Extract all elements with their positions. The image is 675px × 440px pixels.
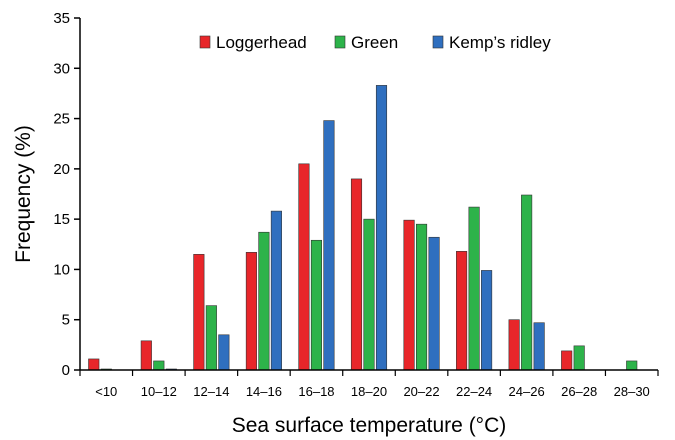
bar-green-7 bbox=[468, 206, 480, 371]
bar-kemp-s-ridley-3 bbox=[270, 210, 282, 371]
x-ticks-group: <10 10–12 12–14 14–16 16–18 18–20 20–22 22–24 24… bbox=[79, 370, 659, 399]
bar-green-9 bbox=[573, 345, 585, 371]
bar-kemp-s-ridley-6 bbox=[428, 236, 440, 371]
bar-kemp-s-ridley-5 bbox=[375, 85, 388, 371]
bar-kemp-s-ridley-7 bbox=[481, 270, 493, 371]
legend-label-green: Green bbox=[351, 33, 398, 52]
bar-green-4 bbox=[310, 239, 323, 371]
bar-loggerhead-0 bbox=[88, 358, 100, 371]
axes-group bbox=[79, 18, 658, 371]
y-tick-label: 35 bbox=[53, 10, 70, 27]
legend-swatch-loggerhead bbox=[199, 35, 211, 49]
bar-green-8 bbox=[521, 194, 533, 371]
y-ticks-group: 0 5 10 15 20 25 30 35 bbox=[53, 10, 80, 379]
bar-loggerhead-7 bbox=[456, 251, 468, 371]
bar-green-3 bbox=[258, 231, 270, 371]
bar-loggerhead-4 bbox=[298, 163, 310, 371]
legend-label-kemp-s-ridley: Kemp’s ridley bbox=[449, 33, 551, 52]
bar-kemp-s-ridley-2 bbox=[218, 334, 230, 371]
x-tick-label: 20–22 bbox=[403, 384, 439, 399]
y-axis-label: Frequency (%) bbox=[12, 125, 35, 263]
bar-green-2 bbox=[205, 305, 217, 371]
bar-green-1 bbox=[153, 360, 165, 371]
bar-loggerhead-2 bbox=[193, 254, 205, 371]
x-tick-label: <10 bbox=[95, 384, 117, 399]
y-tick-label: 25 bbox=[53, 111, 70, 128]
bar-loggerhead-5 bbox=[350, 178, 363, 371]
x-tick-label: 24–26 bbox=[509, 384, 545, 399]
bar-loggerhead-3 bbox=[245, 252, 257, 371]
legend: Loggerhead Green Kemp’s ridley bbox=[199, 33, 551, 52]
bar-kemp-s-ridley-8 bbox=[533, 322, 545, 371]
x-axis-label: Sea surface temperature (°C) bbox=[232, 414, 507, 437]
x-tick-label: 18–20 bbox=[351, 384, 387, 399]
x-tick-label: 26–28 bbox=[561, 384, 597, 399]
legend-label-loggerhead: Loggerhead bbox=[216, 33, 307, 52]
y-tick-label: 30 bbox=[53, 60, 70, 77]
bar-loggerhead-6 bbox=[403, 219, 415, 371]
x-tick-label: 14–16 bbox=[246, 384, 282, 399]
bar-loggerhead-8 bbox=[508, 319, 520, 371]
x-tick-label: 12–14 bbox=[193, 384, 229, 399]
y-tick-label: 15 bbox=[53, 211, 70, 228]
bar-loggerhead-9 bbox=[561, 350, 573, 371]
x-tick-label: 10–12 bbox=[141, 384, 177, 399]
x-tick-label: 16–18 bbox=[298, 384, 334, 399]
bars-group bbox=[88, 85, 638, 371]
legend-swatch-green bbox=[334, 35, 346, 49]
bar-green-6 bbox=[415, 223, 428, 371]
bar-green-5 bbox=[363, 218, 375, 371]
bar-green-10 bbox=[626, 360, 638, 371]
y-tick-label: 20 bbox=[53, 161, 70, 178]
y-tick-label: 5 bbox=[62, 312, 70, 329]
bar-loggerhead-1 bbox=[140, 340, 152, 371]
y-tick-label: 10 bbox=[53, 261, 70, 278]
y-tick-label: 0 bbox=[62, 362, 70, 379]
x-tick-label: 22–24 bbox=[456, 384, 492, 399]
x-tick-label: 28–30 bbox=[614, 384, 650, 399]
legend-swatch-kemp-s-ridley bbox=[432, 35, 444, 49]
bar-kemp-s-ridley-4 bbox=[323, 120, 335, 371]
